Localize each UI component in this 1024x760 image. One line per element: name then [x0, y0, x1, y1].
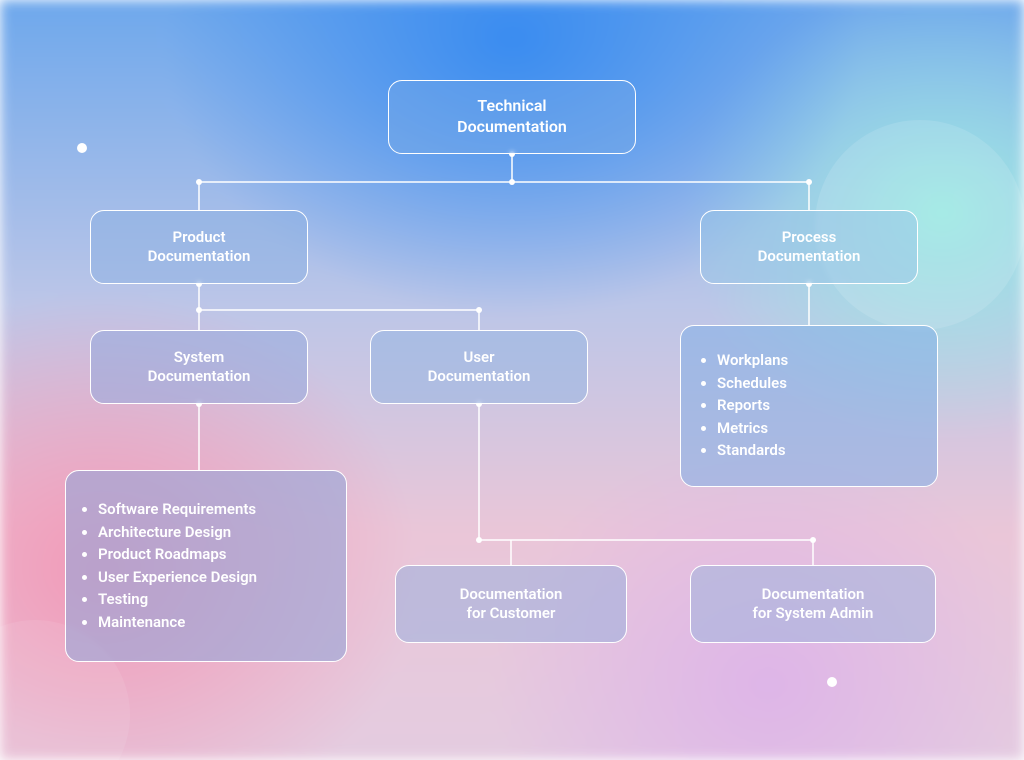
- list-item: Architecture Design: [98, 523, 346, 543]
- list-item: Software Requirements: [98, 500, 346, 520]
- node-line1: Technical: [477, 96, 546, 117]
- list-item: Schedules: [717, 374, 937, 394]
- node-line1: Process: [782, 228, 837, 248]
- list-item: Testing: [98, 590, 346, 610]
- deco-dot: [827, 677, 837, 687]
- node-line1: User: [463, 348, 494, 368]
- node-root: TechnicalDocumentation: [388, 80, 636, 154]
- node-line1: System: [174, 348, 224, 368]
- diagram-canvas: TechnicalDocumentationProductDocumentati…: [0, 0, 1024, 760]
- node-line2: Documentation: [457, 117, 567, 138]
- node-product: ProductDocumentation: [90, 210, 308, 284]
- connector-junction: [806, 179, 812, 185]
- node-system_items: Software Requirements Architecture Design…: [65, 470, 347, 662]
- list-item: Reports: [717, 396, 937, 416]
- connector-junction: [196, 307, 202, 313]
- connector-junction: [509, 179, 515, 185]
- node-line2: Documentation: [758, 247, 861, 267]
- node-process_items: Workplans SchedulesReports MetricsStandard…: [680, 325, 938, 487]
- list-item: Standards: [717, 441, 937, 461]
- list-item: User Experience Design: [98, 568, 346, 588]
- connector-junction: [476, 537, 482, 543]
- node-user: UserDocumentation: [370, 330, 588, 404]
- connector-junction: [810, 537, 816, 543]
- node-line2: Documentation: [148, 247, 251, 267]
- node-list: Software Requirements Architecture Design…: [66, 497, 346, 635]
- deco-dot: [77, 143, 87, 153]
- node-line1: Product: [173, 228, 226, 248]
- node-line2: for Customer: [467, 604, 556, 624]
- list-item: Metrics: [717, 419, 937, 439]
- node-list: Workplans SchedulesReports MetricsStandard…: [681, 348, 937, 464]
- list-item: Product Roadmaps: [98, 545, 346, 565]
- node-process: ProcessDocumentation: [700, 210, 918, 284]
- node-line1: Documentation: [460, 585, 563, 605]
- node-line2: Documentation: [148, 367, 251, 387]
- node-line1: Documentation: [762, 585, 865, 605]
- node-line2: Documentation: [428, 367, 531, 387]
- node-line2: for System Admin: [753, 604, 874, 624]
- node-customer: Documentationfor Customer: [395, 565, 627, 643]
- connector-junction: [196, 179, 202, 185]
- list-item: Workplans: [717, 351, 937, 371]
- node-admin: Documentationfor System Admin: [690, 565, 936, 643]
- connector-junction: [476, 307, 482, 313]
- list-item: Maintenance: [98, 613, 346, 633]
- node-system: SystemDocumentation: [90, 330, 308, 404]
